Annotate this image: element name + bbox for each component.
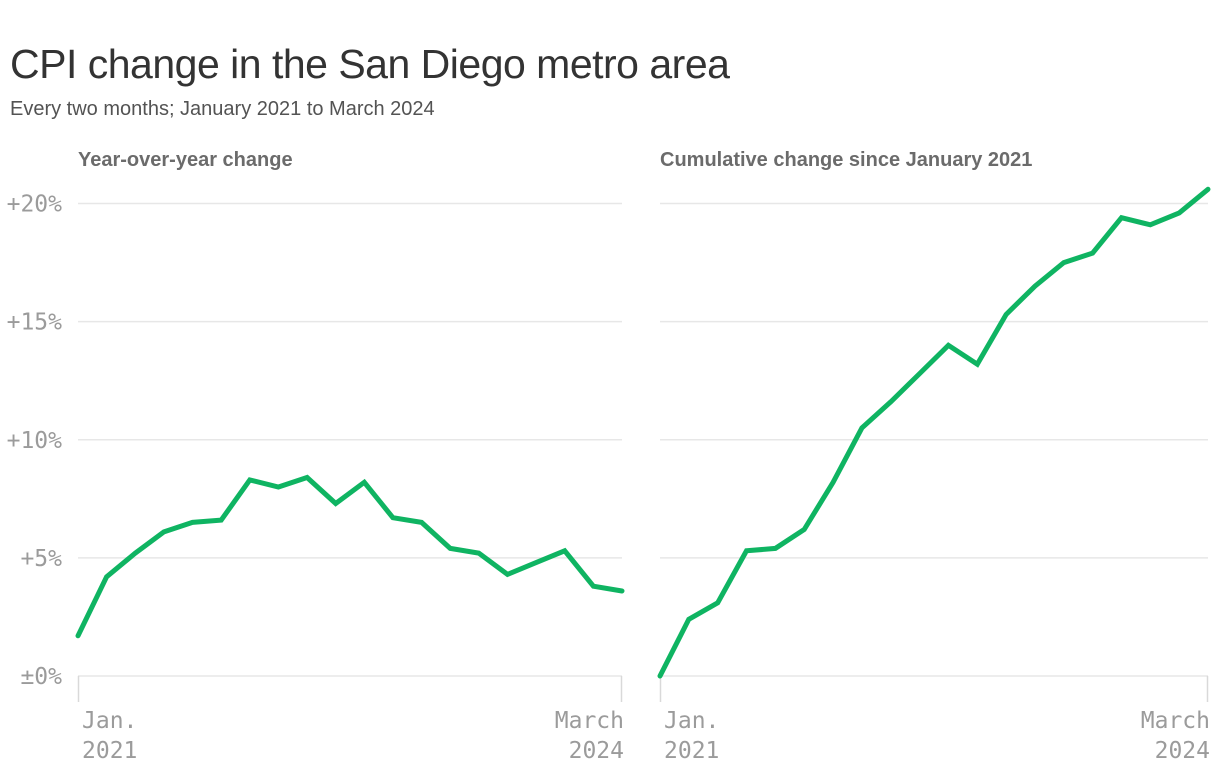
cumulative-chart: Jan. 2021 March 2024 xyxy=(657,186,1211,764)
page-title: CPI change in the San Diego metro area xyxy=(10,41,730,88)
yoy-chart: ±0% +5% +10% +15% +20% Jan. 2021 March 2024 xyxy=(7,192,625,764)
x-axis-label-start: Jan. xyxy=(664,708,719,734)
x-axis-label-start: 2021 xyxy=(664,738,719,764)
x-axis-label-start: 2021 xyxy=(82,738,137,764)
yoy-chart-title: Year-over-year change xyxy=(78,149,293,171)
y-axis-label: +20% xyxy=(7,192,63,218)
x-axis-label-start: Jan. xyxy=(82,708,137,734)
y-axis-label: ±0% xyxy=(20,664,62,690)
charts-canvas: ±0% +5% +10% +15% +20% Jan. 2021 March 2024 Jan.… xyxy=(7,186,1211,764)
y-axis-label: +5% xyxy=(20,546,62,572)
y-axis-label: +15% xyxy=(7,310,63,336)
line-series xyxy=(657,186,1211,679)
page-subtitle: Every two months; January 2021 to March … xyxy=(10,98,435,120)
y-axis-label: +10% xyxy=(7,428,63,454)
x-axis-label-end: March xyxy=(555,708,624,734)
x-axis-label-end: 2024 xyxy=(569,738,624,764)
cumulative-chart-title: Cumulative change since January 2021 xyxy=(660,149,1033,171)
x-axis-label-end: March xyxy=(1141,708,1210,734)
line-series xyxy=(75,474,625,639)
x-axis-label-end: 2024 xyxy=(1155,738,1210,764)
